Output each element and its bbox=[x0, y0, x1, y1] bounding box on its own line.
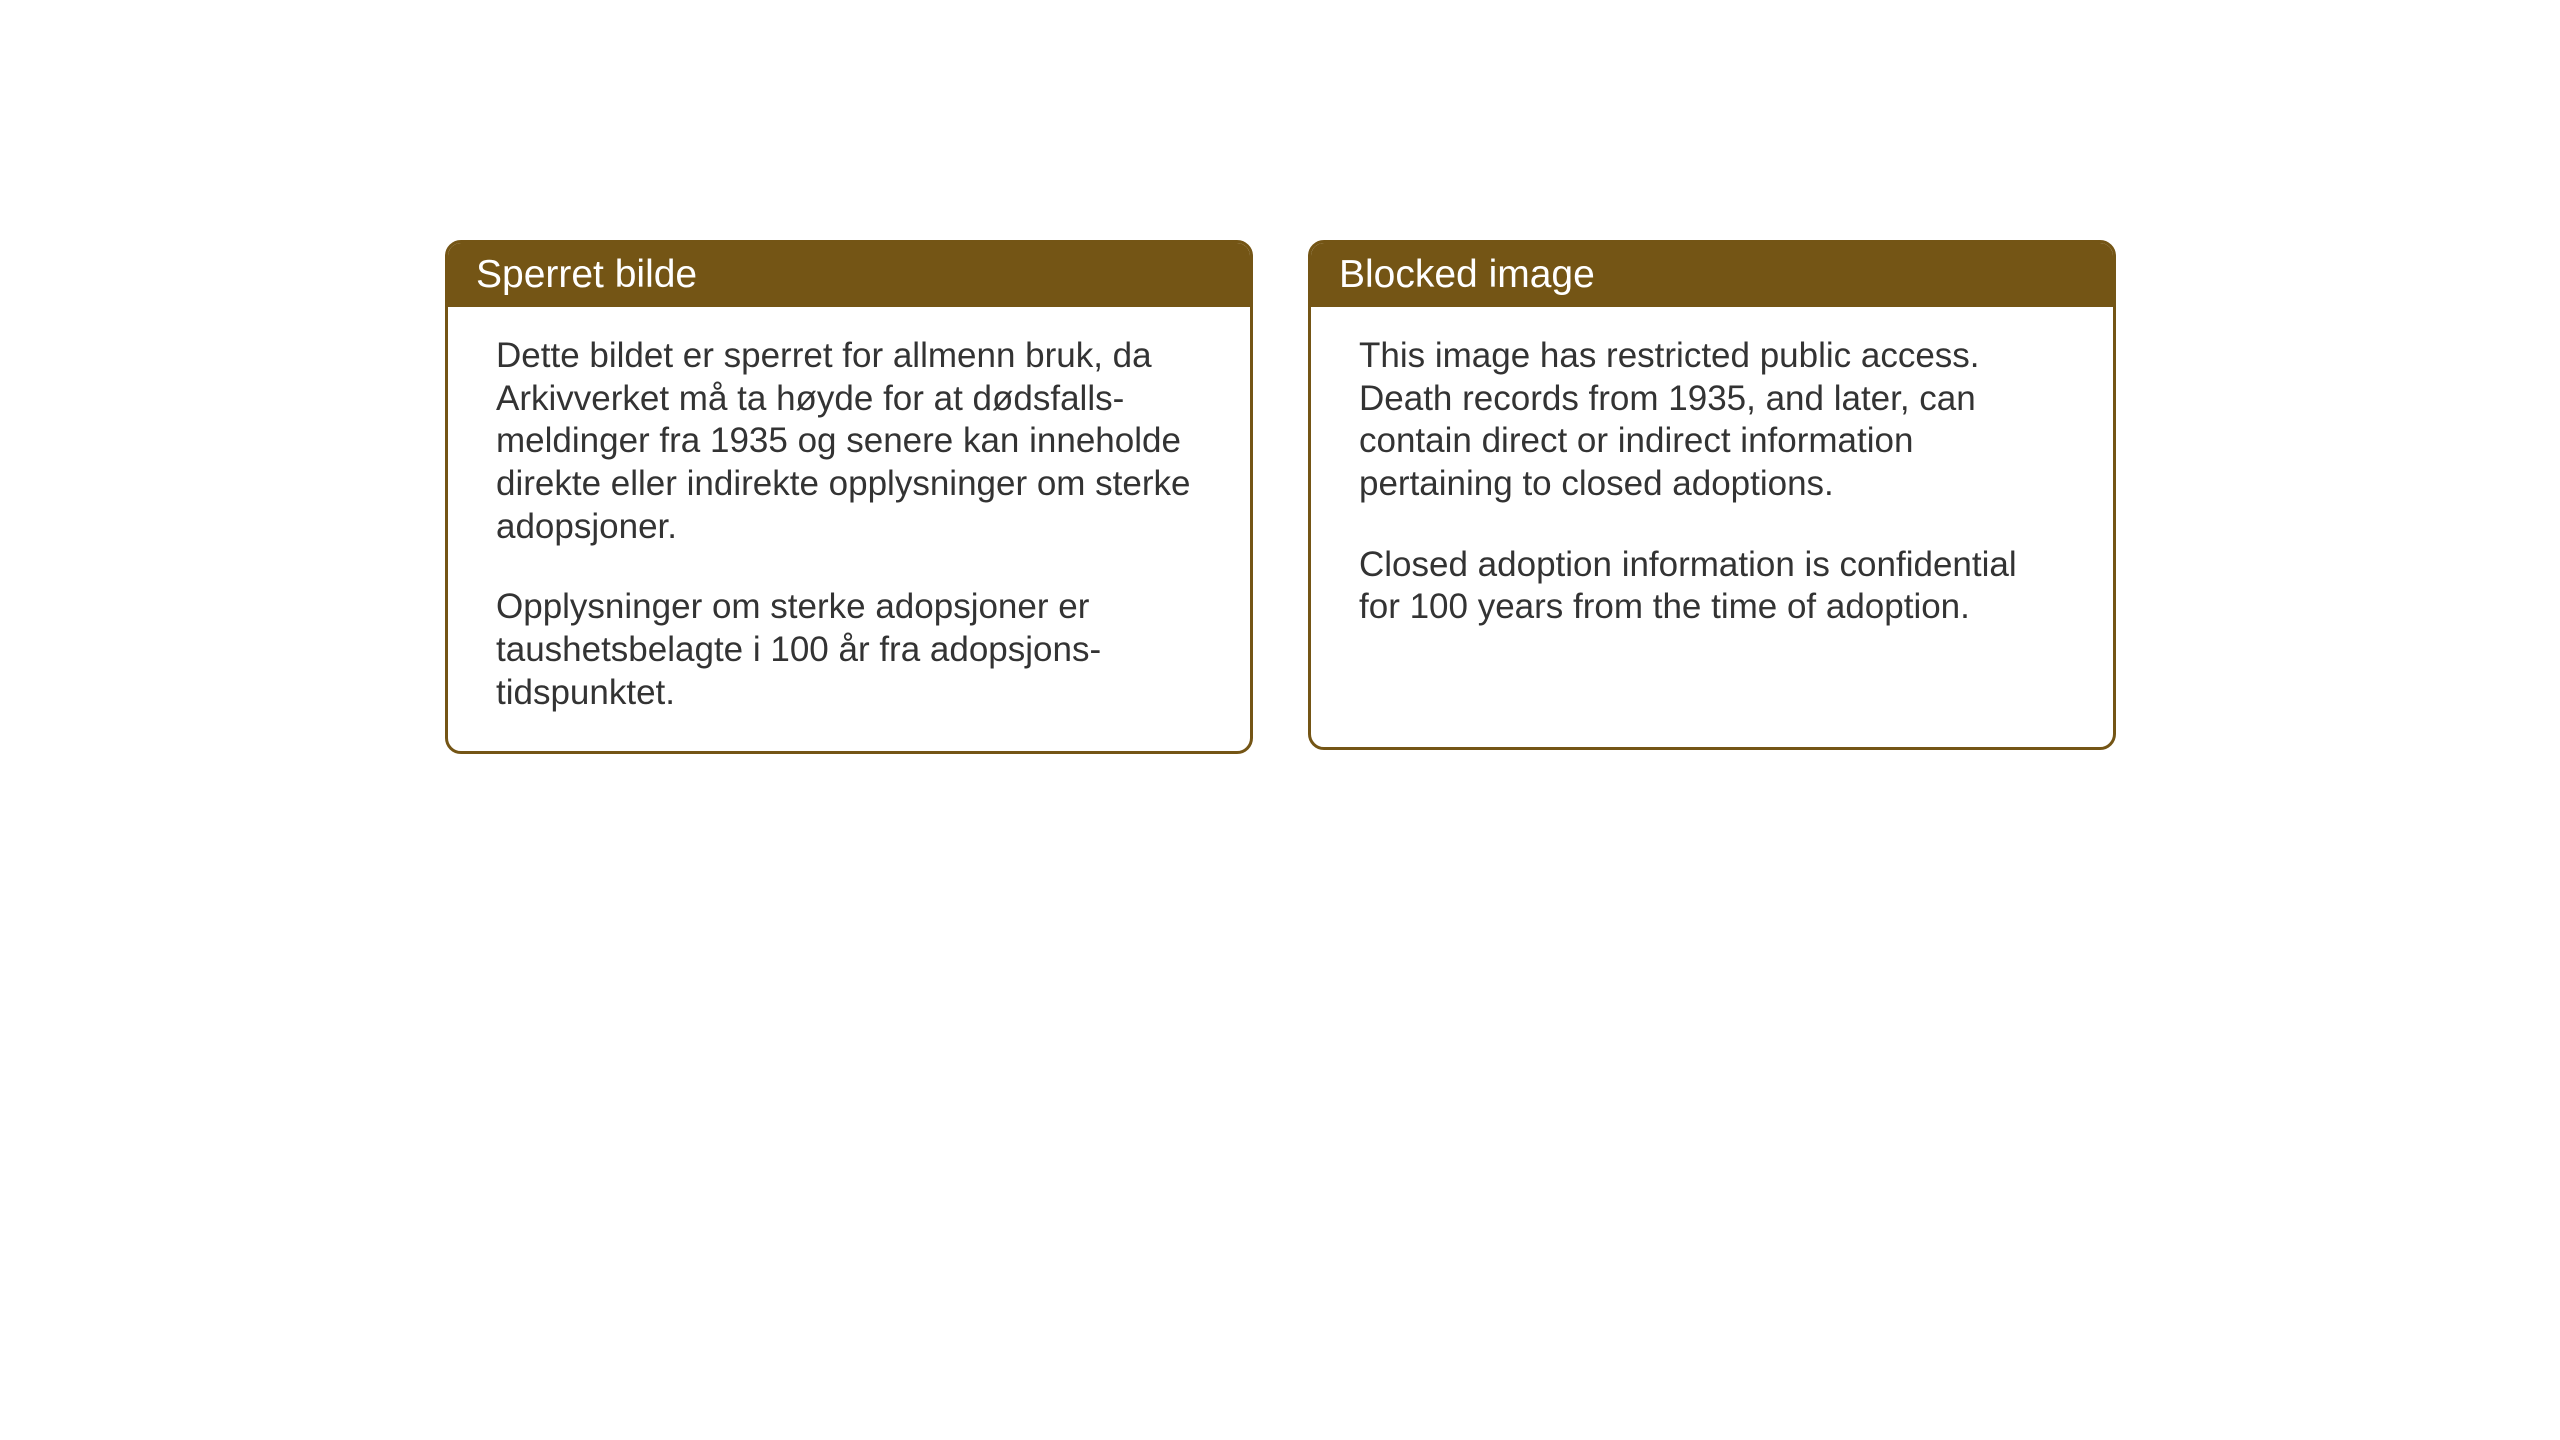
notice-box-norwegian: Sperret bilde Dette bildet er sperret fo… bbox=[445, 240, 1253, 754]
notice-title-norwegian: Sperret bilde bbox=[476, 253, 697, 296]
notice-container: Sperret bilde Dette bildet er sperret fo… bbox=[445, 240, 2116, 754]
notice-title-english: Blocked image bbox=[1339, 253, 1595, 296]
notice-paragraph-2-english: Closed adoption information is confident… bbox=[1359, 544, 2065, 629]
notice-body-english: This image has restricted public access.… bbox=[1311, 307, 2113, 665]
notice-body-norwegian: Dette bildet er sperret for allmenn bruk… bbox=[448, 307, 1250, 751]
notice-paragraph-2-norwegian: Opplysninger om sterke adopsjoner er tau… bbox=[496, 586, 1202, 714]
notice-paragraph-1-english: This image has restricted public access.… bbox=[1359, 335, 2065, 506]
notice-header-english: Blocked image bbox=[1311, 243, 2113, 307]
notice-header-norwegian: Sperret bilde bbox=[448, 243, 1250, 307]
notice-box-english: Blocked image This image has restricted … bbox=[1308, 240, 2116, 750]
notice-paragraph-1-norwegian: Dette bildet er sperret for allmenn bruk… bbox=[496, 335, 1202, 548]
